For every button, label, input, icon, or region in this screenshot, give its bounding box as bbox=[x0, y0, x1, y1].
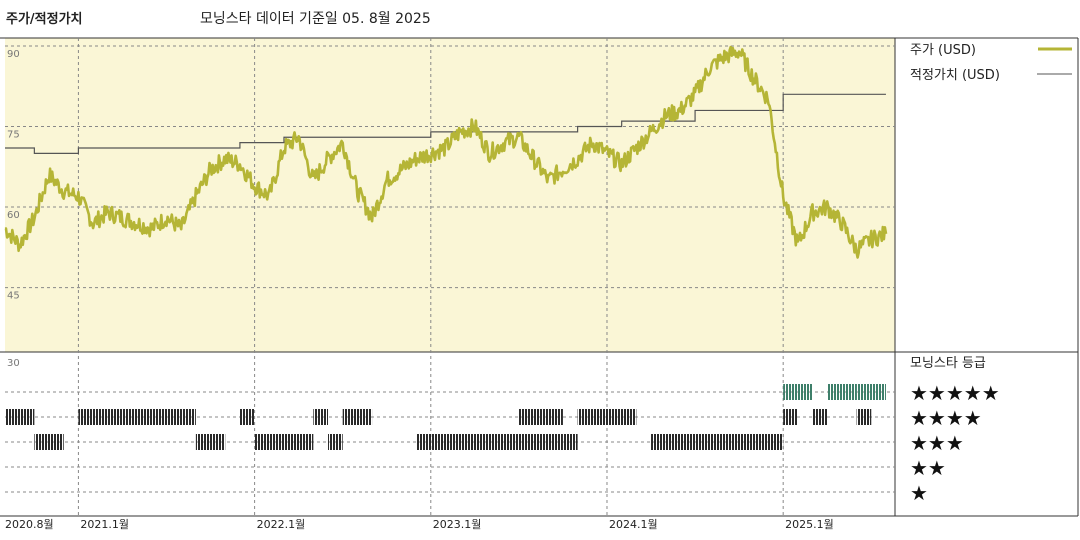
rating-segment bbox=[856, 384, 886, 400]
x-tick-label: 2025.1월 bbox=[785, 518, 834, 531]
rating-segment bbox=[651, 434, 784, 450]
legend-fair-label: 적정가치 (USD) bbox=[910, 68, 1000, 83]
rating-segment bbox=[313, 409, 329, 425]
y-tick-label: 75 bbox=[7, 130, 20, 141]
y-tick-label: 90 bbox=[7, 49, 20, 60]
fair-value-line bbox=[5, 93, 886, 154]
rating-row-1-star: ★ bbox=[910, 481, 928, 505]
price-panel-bg bbox=[5, 38, 895, 352]
rating-legend-title: 모닝스타 등급 bbox=[910, 356, 986, 371]
rating-segment bbox=[827, 384, 857, 400]
x-tick-label: 2021.1월 bbox=[80, 518, 129, 531]
rating-segment bbox=[518, 409, 563, 425]
rating-row-5-stars: ★★★★★ bbox=[910, 381, 1000, 405]
rating-segment bbox=[5, 409, 35, 425]
chart-subtitle: 모닝스타 데이터 기준일 05. 8월 2025 bbox=[200, 11, 431, 27]
rating-segment bbox=[328, 434, 343, 450]
x-tick-label: 2024.1월 bbox=[609, 518, 658, 531]
y-tick-label: 45 bbox=[7, 291, 20, 302]
x-tick-label: 2023.1월 bbox=[433, 518, 482, 531]
rating-segment bbox=[577, 409, 637, 425]
rating-segment bbox=[342, 409, 373, 425]
rating-row-2-stars: ★★ bbox=[910, 456, 946, 480]
rating-segment bbox=[195, 434, 226, 450]
rating-segment bbox=[562, 434, 578, 450]
rating-segment bbox=[783, 409, 798, 425]
rating-segment bbox=[34, 434, 64, 450]
rating-segment bbox=[783, 384, 813, 400]
rating-segment bbox=[416, 434, 563, 450]
rating-row-4-stars: ★★★★ bbox=[910, 406, 982, 430]
y-tick-label: 60 bbox=[7, 210, 20, 221]
x-tick-label: 2020.8월 bbox=[5, 518, 54, 531]
rating-y-tick-label: 30 bbox=[7, 358, 20, 369]
rating-segment bbox=[812, 409, 828, 425]
rating-row-3-stars: ★★★ bbox=[910, 431, 964, 455]
price-line bbox=[4, 45, 888, 259]
rating-segment bbox=[254, 434, 314, 450]
chart-title: 주가/적정가치 bbox=[6, 12, 83, 27]
legend-price-label: 주가 (USD) bbox=[910, 43, 976, 58]
rating-segment bbox=[239, 409, 255, 425]
x-tick-label: 2022.1월 bbox=[257, 518, 306, 531]
rating-segment bbox=[78, 409, 196, 425]
rating-segment bbox=[856, 409, 872, 425]
